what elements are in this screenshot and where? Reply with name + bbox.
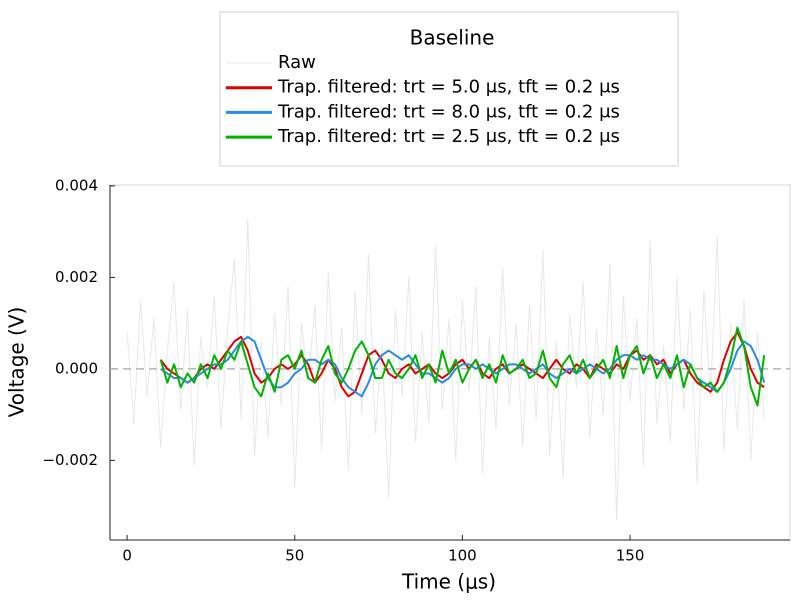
legend-label: Raw [278,52,316,73]
y-tick-label: 0.000 [55,359,98,377]
x-tick-label: 0 [122,547,132,565]
y-tick-label: −0.002 [42,451,98,469]
legend-label: Trap. filtered: trt = 5.0 μs, tft = 0.2 … [277,77,620,98]
legend-title: Baseline [410,26,495,50]
legend-label: Trap. filtered: trt = 8.0 μs, tft = 0.2 … [277,101,620,122]
legend-box [219,11,679,167]
x-tick-label: 150 [616,547,645,565]
x-tick-label: 50 [285,547,304,565]
series-line [159,331,765,398]
legend-label: Trap. filtered: trt = 2.5 μs, tft = 0.2 … [277,126,620,147]
y-axis-label: Voltage (V) [5,307,29,418]
y-tick-label: 0.002 [55,268,98,286]
series-line [159,326,766,407]
x-tick-label: 100 [448,547,477,565]
y-tick-label: 0.004 [55,176,98,194]
x-axis-label: Time (μs) [401,570,496,594]
